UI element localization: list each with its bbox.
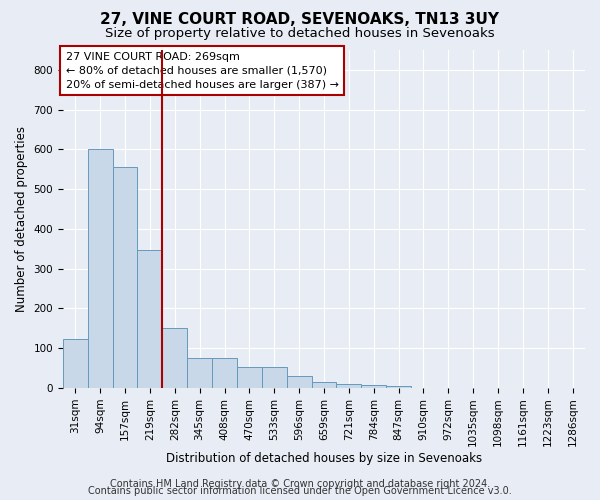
Bar bbox=[311, 382, 337, 388]
Text: Contains HM Land Registry data © Crown copyright and database right 2024.: Contains HM Land Registry data © Crown c… bbox=[110, 479, 490, 489]
Bar bbox=[63, 340, 88, 388]
Bar bbox=[88, 149, 113, 388]
Bar bbox=[212, 358, 237, 388]
Y-axis label: Number of detached properties: Number of detached properties bbox=[15, 126, 28, 312]
X-axis label: Distribution of detached houses by size in Sevenoaks: Distribution of detached houses by size … bbox=[166, 452, 482, 465]
Text: Size of property relative to detached houses in Sevenoaks: Size of property relative to detached ho… bbox=[105, 28, 495, 40]
Bar bbox=[137, 250, 163, 388]
Bar bbox=[113, 167, 137, 388]
Bar bbox=[262, 368, 287, 388]
Bar bbox=[237, 368, 262, 388]
Text: Contains public sector information licensed under the Open Government Licence v3: Contains public sector information licen… bbox=[88, 486, 512, 496]
Bar bbox=[337, 384, 361, 388]
Text: 27 VINE COURT ROAD: 269sqm
← 80% of detached houses are smaller (1,570)
20% of s: 27 VINE COURT ROAD: 269sqm ← 80% of deta… bbox=[65, 52, 338, 90]
Bar bbox=[163, 328, 187, 388]
Text: 27, VINE COURT ROAD, SEVENOAKS, TN13 3UY: 27, VINE COURT ROAD, SEVENOAKS, TN13 3UY bbox=[101, 12, 499, 28]
Bar bbox=[287, 376, 311, 388]
Bar bbox=[187, 358, 212, 388]
Bar bbox=[386, 386, 411, 388]
Bar bbox=[361, 385, 386, 388]
